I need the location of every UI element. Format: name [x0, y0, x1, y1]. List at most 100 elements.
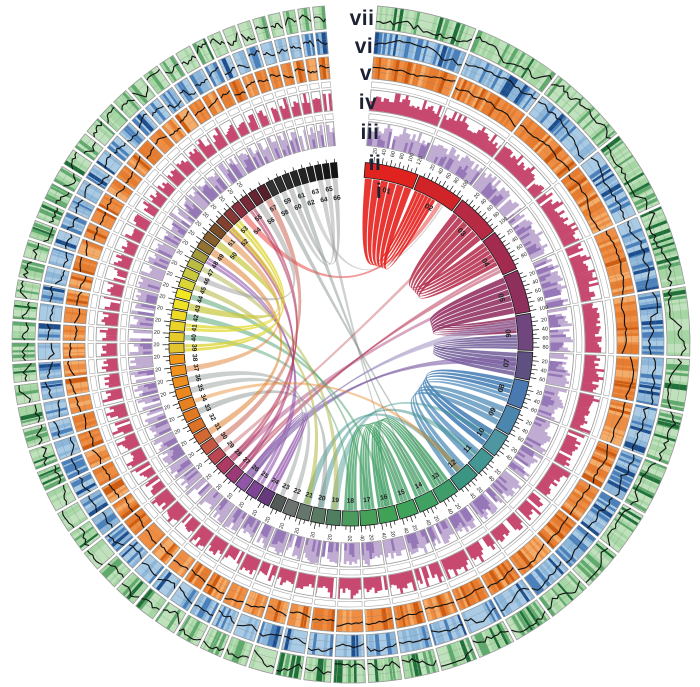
chromosome-segment-65 [321, 162, 331, 180]
chromosome-segment-17 [359, 508, 379, 527]
scale-tick-label: 80 [537, 296, 544, 303]
spacer-ring [324, 113, 334, 121]
scale-ticks [164, 367, 172, 374]
chromosome-segment-33 [182, 406, 201, 424]
spacer-ring [120, 313, 128, 328]
chromosome-61-tracks [237, 20, 292, 157]
chromosome-id-label-08: 08 [496, 383, 507, 394]
track-iii-bars [164, 235, 181, 246]
chromosome-60-tracks [222, 25, 284, 161]
scale-tick-label: 60 [516, 244, 524, 252]
track-v-line [68, 378, 77, 395]
track-v-line [67, 360, 75, 377]
spacer-ring [252, 130, 265, 141]
track-vii-line [43, 227, 54, 243]
scale-ticks [317, 160, 319, 165]
scale-tick-label: 20 [162, 282, 170, 290]
scale-tick-label: 20 [154, 354, 160, 360]
track-iv-bars [570, 393, 600, 434]
spacer-ring [121, 299, 130, 314]
spacer-ring [88, 309, 96, 325]
chromosome-39-tracks [11, 342, 153, 362]
spacer-ring [391, 592, 420, 604]
chromosome-id-label-57: 57 [269, 204, 279, 214]
chromosome-segment-23 [269, 493, 288, 513]
track-vi-line [46, 323, 51, 341]
synteny-ribbon-37-51 [186, 233, 281, 373]
scale-ticks [497, 233, 519, 266]
scale-ticks [292, 167, 295, 172]
spacer-ring [155, 157, 170, 172]
track-iii-bars [274, 147, 281, 159]
scale-tick-label: 20 [196, 462, 204, 470]
chromosome-01-tracks [366, 5, 477, 160]
track-vii-line [276, 663, 303, 672]
track-iii-base [153, 432, 178, 452]
track-vii-line [106, 106, 115, 124]
chromosome-segment-55 [239, 194, 256, 213]
chromosome-id-label-05: 05 [496, 292, 507, 303]
chromosome-segment-52 [215, 214, 234, 233]
chromosome-51-tracks [86, 118, 203, 220]
scale-tick-label: 40 [381, 149, 388, 156]
scale-tick-label: 20 [153, 342, 159, 348]
track-vi-line [590, 157, 626, 220]
synteny-ribbon-34-12 [194, 382, 461, 472]
track-iv-bars [580, 355, 605, 394]
track-vi-line [107, 534, 125, 546]
chromosome-segment-56 [247, 188, 264, 207]
track-vi-line [194, 604, 214, 616]
chromosome-id-label-63: 63 [311, 188, 320, 197]
spacer-ring [263, 126, 274, 136]
track-vi-line [209, 66, 219, 78]
chromosome-id-label-42: 42 [192, 314, 200, 323]
scale-tick-label: 20 [170, 259, 178, 267]
scale-ticks [177, 414, 186, 421]
track-iii-base [473, 172, 522, 220]
chromosome-id-label-64: 64 [320, 196, 329, 204]
track-iii-bars [321, 541, 339, 557]
track-vii-line [255, 26, 268, 30]
scale-tick-label: 100 [539, 305, 549, 313]
chromosome-segment-61 [289, 169, 302, 188]
chromosome-62-tracks [252, 15, 301, 155]
synteny-ribbon-09-12 [415, 385, 505, 469]
track-v-line [424, 601, 455, 610]
scale-tick-label: 20 [529, 270, 537, 278]
chromosome-id-label-15: 15 [397, 488, 407, 497]
chromosome-30-tracks [69, 454, 194, 552]
scale-ticks [443, 493, 457, 507]
spacer-ring [297, 84, 309, 93]
track-iii-base [129, 356, 153, 369]
spacer-ring [90, 293, 99, 309]
ring-label-vi: vi [354, 35, 374, 58]
chromosome-50-tracks [74, 133, 196, 229]
scale-ticks [166, 379, 174, 386]
track-vii-line [165, 63, 179, 74]
chromosome-segment-34 [177, 396, 197, 412]
track-vii-line [162, 609, 180, 625]
track-vi-band [95, 149, 124, 176]
spacer-ring [122, 472, 137, 490]
scale-tick-label: 20 [475, 486, 483, 494]
track-vi-line [47, 343, 55, 360]
track-iii-bars [171, 222, 187, 236]
track-vii-line [547, 580, 581, 611]
spacer-ring [154, 211, 167, 225]
spacer-ring [89, 375, 98, 392]
track-iii-bars [243, 154, 256, 174]
track-vii-line [55, 192, 70, 204]
chromosome-segment-39 [168, 343, 185, 354]
spacer-ring [274, 89, 286, 98]
track-vii-line [21, 342, 29, 361]
track-iii-bars [288, 534, 303, 549]
chromosome-segment-05 [503, 269, 531, 315]
track-vii-band [99, 555, 132, 588]
track-iii-bars [480, 182, 514, 220]
track-iii-bars [154, 419, 172, 436]
spacer-ring [155, 516, 172, 533]
